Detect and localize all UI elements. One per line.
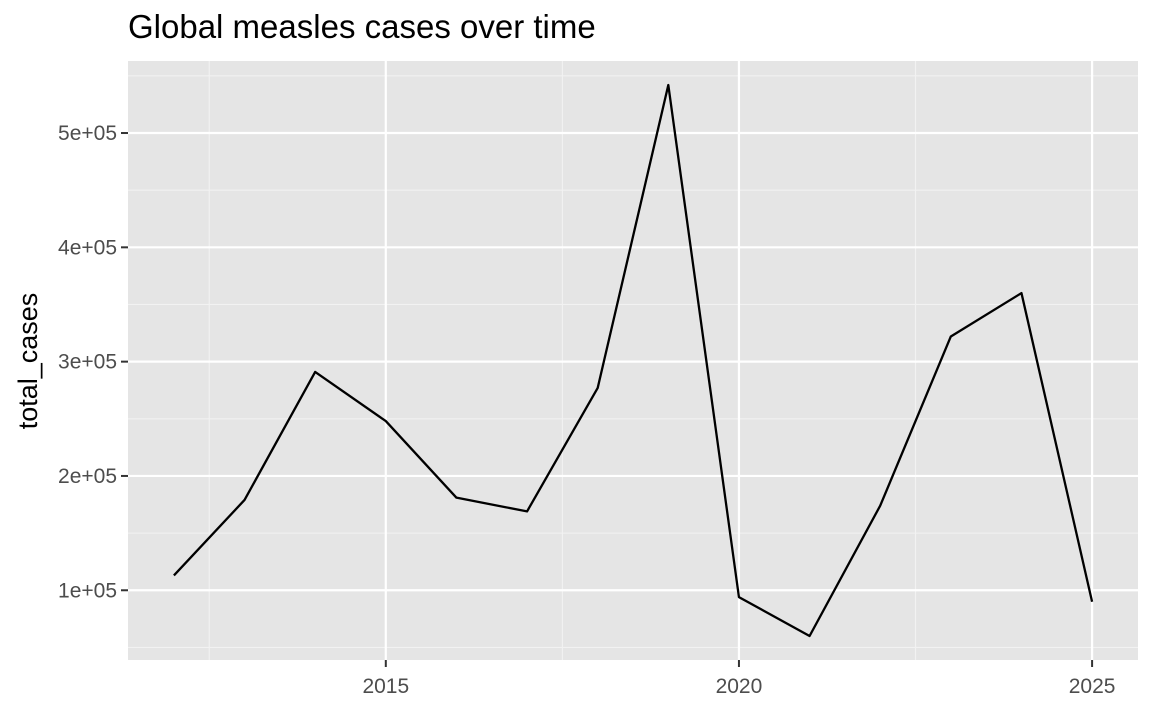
y-axis-title: total_cases	[13, 293, 43, 430]
major-gridlines	[128, 61, 1138, 660]
minor-gridlines	[128, 61, 1138, 660]
y-axis: 1e+05 2e+05 3e+05 4e+05 5e+05	[58, 122, 128, 602]
x-tick-label: 2015	[362, 675, 409, 698]
y-tick-label: 1e+05	[58, 579, 117, 602]
x-tick-label: 2025	[1069, 675, 1116, 698]
y-tick-label: 5e+05	[58, 122, 117, 145]
y-tick-label: 4e+05	[58, 236, 117, 259]
plot-panel-background	[128, 61, 1138, 660]
y-tick-label: 2e+05	[58, 465, 117, 488]
series-line-total-cases	[173, 83, 1094, 638]
x-tick-label: 2020	[716, 675, 763, 698]
x-axis: 2015 2020 2025	[362, 660, 1115, 698]
chart-title: Global measles cases over time	[128, 8, 596, 45]
y-tick-label: 3e+05	[58, 351, 117, 374]
